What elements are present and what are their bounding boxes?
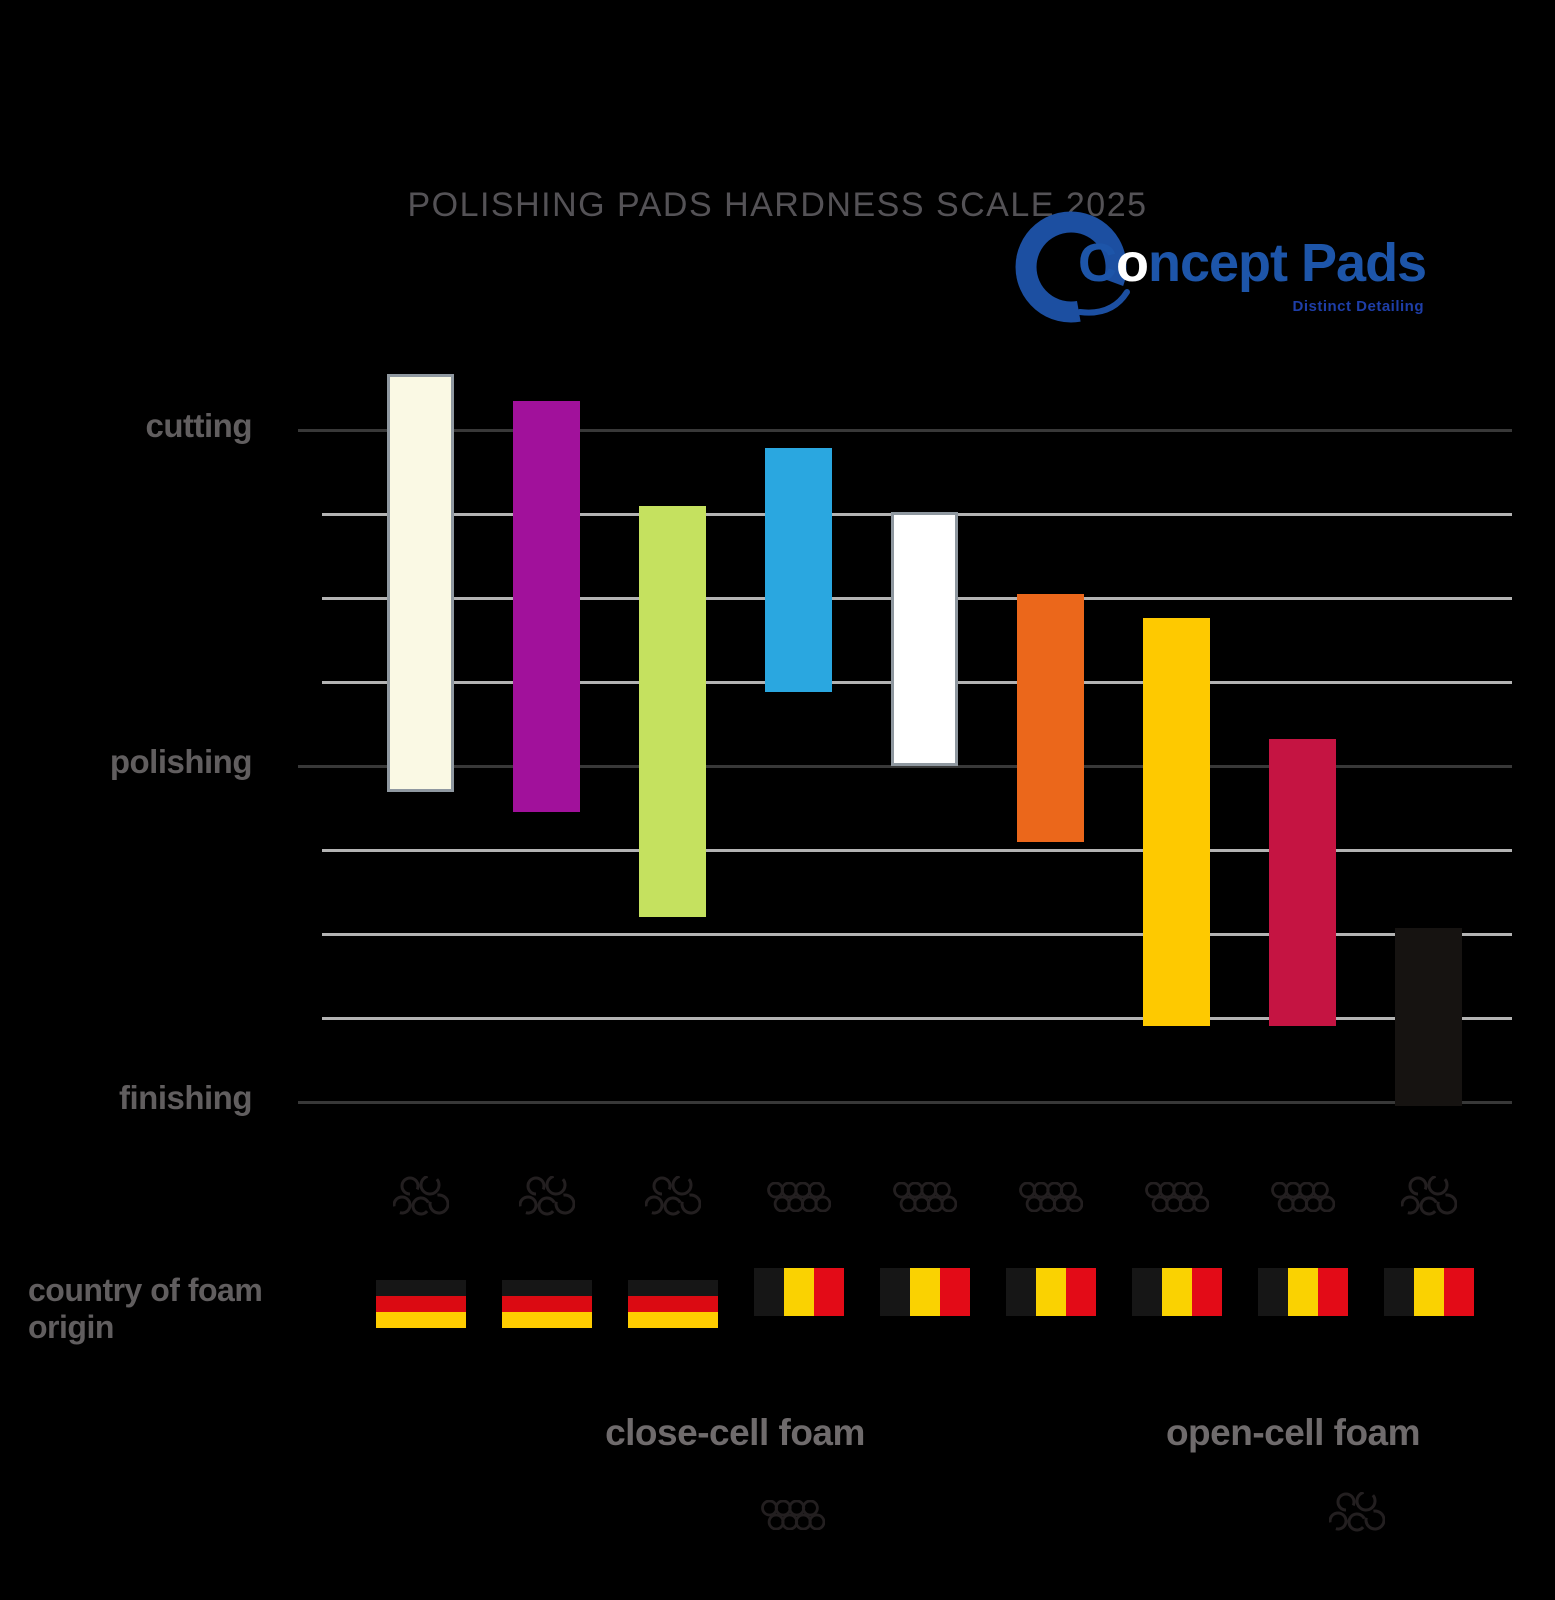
open-cell-foam-icon xyxy=(392,1174,449,1223)
logo-letters-rest: ncept Pads xyxy=(1148,233,1427,293)
pad-bar-yellow xyxy=(1143,618,1210,1027)
pad-bar-blue xyxy=(765,447,832,693)
logo-tagline: Distinct Detailing xyxy=(1292,298,1424,315)
flag-belgium-icon xyxy=(879,1268,970,1316)
close-cell-foam-icon xyxy=(892,1181,957,1217)
legend-label-open-cell: open-cell foam xyxy=(1165,1412,1421,1453)
close-cell-foam-icon xyxy=(1270,1181,1335,1217)
close-cell-foam-icon xyxy=(766,1181,831,1217)
pad-bar-purple xyxy=(513,400,580,813)
flag-belgium-icon xyxy=(1383,1268,1474,1316)
flag-germany-icon xyxy=(375,1280,466,1328)
open-cell-foam-icon xyxy=(1400,1174,1457,1223)
flag-belgium-icon xyxy=(1131,1268,1222,1316)
close-cell-foam-icon xyxy=(761,1499,826,1535)
pad-bar-white xyxy=(891,512,958,766)
logo-letter-c: C xyxy=(1078,233,1117,293)
minor-gridline xyxy=(322,849,1512,852)
open-cell-foam-icon xyxy=(518,1174,575,1223)
open-cell-foam-icon xyxy=(644,1174,701,1223)
flag-belgium-icon xyxy=(1257,1268,1348,1316)
pad-bar-orange xyxy=(1017,593,1084,842)
flag-germany-icon xyxy=(501,1280,592,1328)
flag-belgium-icon xyxy=(1005,1268,1096,1316)
axis-label-polishing: polishing xyxy=(109,743,253,780)
major-gridline xyxy=(298,429,1512,432)
logo-letter-o: o xyxy=(1116,233,1149,293)
logo-swoosh-icon xyxy=(1015,211,1130,323)
concept-pads-logo: Concept Pads Distinct Detailing xyxy=(1012,206,1427,341)
pad-bar-ivory xyxy=(387,373,454,793)
pad-bar-green xyxy=(639,505,706,918)
axis-label-cutting: cutting xyxy=(145,407,253,444)
flag-germany-icon xyxy=(627,1280,718,1328)
axis-label-finishing: finishing xyxy=(119,1079,252,1116)
minor-gridline xyxy=(322,1017,1512,1020)
origin-row-label: country of foam origin xyxy=(28,1272,263,1345)
legend-label-close-cell: close-cell foam xyxy=(605,1412,865,1453)
major-gridline xyxy=(298,765,1512,768)
minor-gridline xyxy=(322,933,1512,936)
page-title: POLISHING PADS HARDNESS SCALE 2025 xyxy=(407,186,1148,224)
close-cell-foam-icon xyxy=(1144,1181,1209,1217)
flag-belgium-icon xyxy=(753,1268,844,1316)
close-cell-foam-icon xyxy=(1018,1181,1083,1217)
pad-bar-crimson xyxy=(1269,739,1336,1027)
logo-wordmark: Concept Pads xyxy=(1078,232,1427,294)
major-gridline xyxy=(298,1101,1512,1104)
pad-bar-black xyxy=(1395,928,1462,1107)
open-cell-foam-icon xyxy=(1328,1490,1386,1539)
